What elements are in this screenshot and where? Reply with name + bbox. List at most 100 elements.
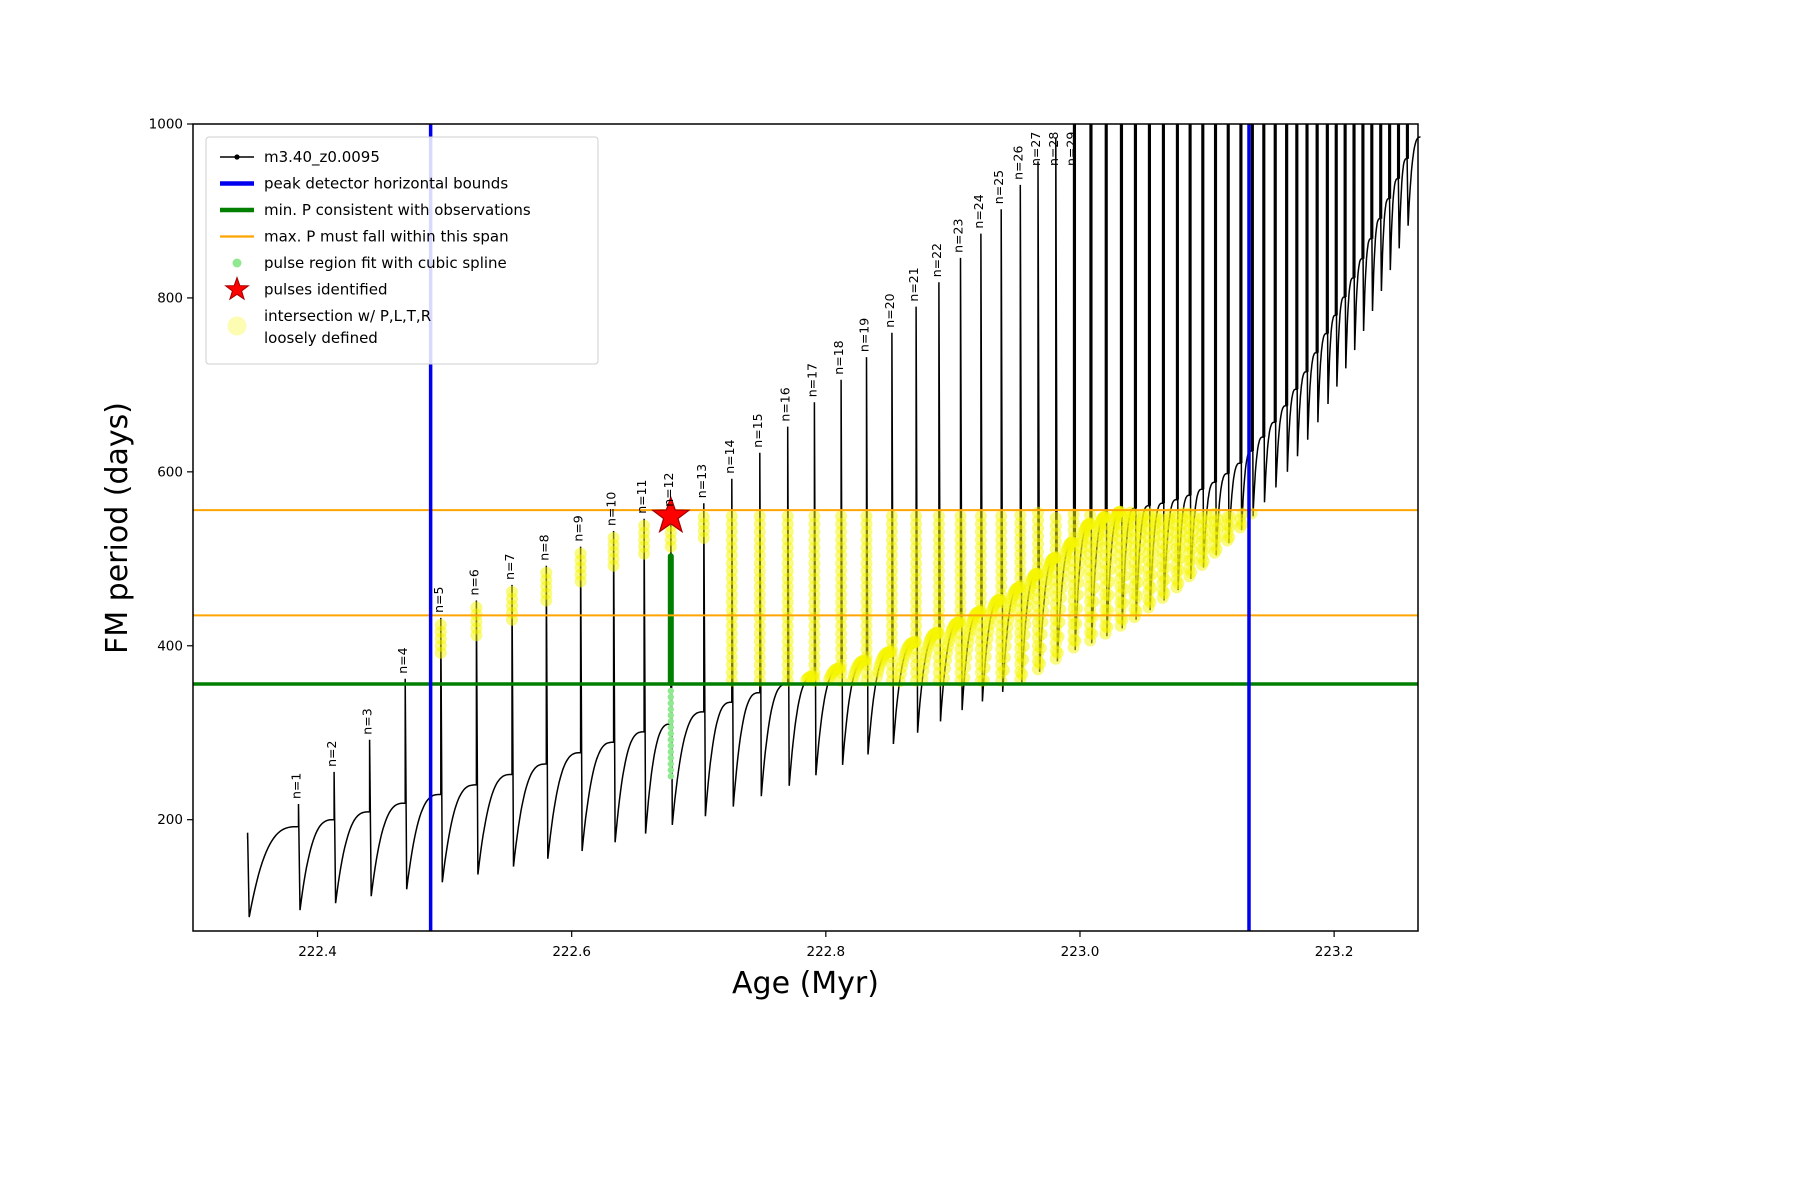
intersection-marker [1130, 605, 1143, 618]
intersection-marker [1210, 543, 1223, 556]
legend-label: min. P consistent with observations [264, 201, 531, 219]
pulse-number-label: n=18 [831, 340, 846, 374]
spline-dot [667, 742, 675, 749]
spline-dot [667, 736, 675, 743]
intersection-marker [1185, 554, 1198, 567]
intersection-marker [1172, 577, 1185, 590]
pulse-number-label: n=4 [395, 647, 410, 673]
spline-dot [667, 712, 675, 719]
intersection-marker [1119, 548, 1132, 561]
intersection-marker [1034, 642, 1047, 655]
legend-entry: peak detector horizontal bounds [220, 175, 508, 193]
intersection-marker [1102, 604, 1114, 617]
intersection-marker [1087, 595, 1100, 608]
intersection-marker [1185, 566, 1198, 579]
legend-label: loosely defined [264, 329, 378, 347]
spline-dot [667, 748, 675, 756]
y-tick-label: 1000 [149, 117, 183, 133]
intersection-marker [1102, 589, 1115, 602]
intersection-marker [1197, 555, 1210, 568]
intersection-marker [998, 664, 1010, 677]
pulse-number-label: n=14 [722, 439, 737, 473]
intersection-marker [540, 566, 553, 579]
intersection-marker [1104, 553, 1117, 566]
intersection-marker [1160, 540, 1173, 553]
intersection-marker [1053, 616, 1066, 629]
intersection-marker [1018, 628, 1031, 641]
intersection-marker [1235, 518, 1248, 531]
pulse-number-label: n=3 [360, 708, 375, 734]
intersection-marker [1118, 569, 1131, 582]
pulse-number-label: n=13 [694, 464, 709, 498]
intersection-marker [995, 510, 1008, 523]
legend-pale-dot-marker [227, 316, 247, 336]
y-axis: 200 400 600 800 1000 [149, 117, 193, 828]
intersection-marker [1131, 576, 1144, 589]
intersection-marker [1114, 505, 1127, 518]
series-m3.40_z0.0095 [246, 123, 1421, 918]
intersection-marker [1186, 533, 1199, 546]
intersection-marker [434, 618, 447, 631]
pulse-number-label: n=20 [882, 293, 897, 327]
intersection-marker [1086, 610, 1099, 623]
intersection-marker [1071, 602, 1083, 615]
intersection-marker [910, 510, 923, 523]
intersection-marker [1067, 508, 1080, 521]
legend-label: intersection w/ P,L,T,R [264, 307, 431, 325]
pulse-number-label: n=27 [1028, 132, 1043, 166]
pulse-number-label: n=16 [778, 387, 793, 421]
intersection-marker [506, 585, 518, 598]
intersection-marker [1049, 511, 1062, 524]
intersection-marker [938, 672, 950, 684]
intersection-marker [909, 636, 922, 649]
intersection-marker [781, 510, 794, 523]
intersection-marker [999, 640, 1012, 653]
spline-dot [667, 687, 675, 695]
intersection-marker [1150, 508, 1163, 521]
intersection-marker [808, 510, 821, 523]
spline-dot [667, 693, 675, 701]
intersection-marker [1055, 591, 1067, 604]
intersection-marker [1072, 576, 1085, 589]
legend-dot-marker [232, 258, 242, 268]
intersection-marker [859, 654, 872, 667]
x-tick-label: 222.6 [552, 944, 591, 960]
pulse-number-label: n=25 [991, 170, 1006, 204]
pulse-number-label: n=11 [634, 479, 649, 513]
spline-dot [667, 706, 675, 713]
intersection-marker [1186, 543, 1199, 556]
intersection-marker [1146, 557, 1159, 570]
intersection-marker [1000, 630, 1013, 643]
intersection-marker [753, 510, 766, 523]
spline-dot [667, 718, 675, 725]
pulse-number-label: n=5 [431, 587, 446, 613]
x-axis: 222.4 222.6 222.8 223.0 223.2 [298, 931, 1353, 960]
intersection-marker [1212, 513, 1225, 526]
intersection-marker [885, 645, 898, 658]
intersection-marker [1160, 550, 1173, 563]
pulse-number-label: n=6 [466, 569, 481, 595]
intersection-marker [1119, 558, 1131, 571]
intersection-marker [860, 510, 873, 523]
y-tick-label: 600 [157, 464, 183, 480]
intersection-marker [1223, 520, 1236, 533]
legend-label: peak detector horizontal bounds [264, 175, 508, 193]
pulse-number-label: n=29 [1064, 132, 1079, 166]
intersection-marker [1116, 613, 1129, 626]
intersection-marker [1054, 603, 1067, 616]
intersection-marker [1131, 589, 1144, 602]
intersection-marker [1055, 581, 1068, 594]
intersection-marker [1174, 542, 1186, 555]
legend-entry: m3.40_z0.0095 [220, 148, 380, 167]
pulse-number-label: n=9 [571, 515, 586, 541]
intersection-marker [1013, 581, 1026, 594]
intersection-marker [998, 651, 1011, 664]
intersection-marker [1086, 627, 1098, 640]
pulse-number-label: n=1 [289, 773, 304, 799]
pulse-number-label: n=7 [502, 554, 517, 580]
intersection-marker [638, 519, 651, 532]
pulse-identified [650, 495, 691, 534]
intersection-marker [1052, 630, 1065, 643]
